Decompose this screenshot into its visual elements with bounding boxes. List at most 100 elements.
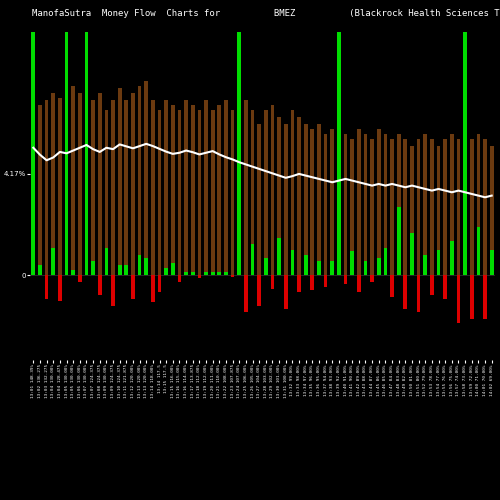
Bar [483, 275, 487, 319]
Bar [204, 100, 208, 275]
Bar [317, 124, 321, 275]
Bar [171, 105, 174, 275]
Bar [476, 134, 480, 275]
Bar [364, 262, 368, 275]
Bar [370, 275, 374, 282]
Bar [45, 100, 48, 275]
Bar [377, 258, 380, 275]
Bar [131, 275, 135, 299]
Bar [64, 32, 68, 275]
Bar [238, 32, 241, 275]
Bar [218, 105, 221, 275]
Bar [138, 254, 141, 275]
Bar [444, 139, 447, 275]
Bar [370, 139, 374, 275]
Bar [344, 275, 347, 283]
Bar [218, 272, 221, 275]
Bar [191, 272, 194, 275]
Bar [191, 105, 194, 275]
Bar [290, 250, 294, 275]
Bar [464, 32, 467, 275]
Bar [92, 262, 95, 275]
Bar [92, 100, 95, 275]
Bar [278, 117, 281, 275]
Bar [450, 241, 454, 275]
Bar [436, 250, 440, 275]
Bar [304, 124, 308, 275]
Bar [124, 100, 128, 275]
Bar [231, 275, 234, 276]
Bar [278, 238, 281, 275]
Bar [138, 86, 141, 275]
Bar [337, 124, 340, 275]
Bar [456, 275, 460, 322]
Bar [324, 134, 328, 275]
Bar [250, 110, 254, 275]
Bar [310, 130, 314, 275]
Bar [258, 275, 261, 306]
Bar [238, 105, 241, 275]
Bar [78, 275, 82, 282]
Bar [304, 254, 308, 275]
Bar [410, 146, 414, 275]
Bar [297, 117, 301, 275]
Bar [171, 263, 174, 275]
Bar [231, 110, 234, 275]
Bar [284, 124, 288, 275]
Bar [264, 258, 268, 275]
Bar [397, 134, 400, 275]
Bar [450, 134, 454, 275]
Bar [72, 86, 75, 275]
Bar [424, 134, 427, 275]
Bar [72, 270, 75, 275]
Bar [98, 93, 102, 275]
Bar [224, 100, 228, 275]
Bar [98, 275, 102, 295]
Bar [38, 105, 42, 275]
Bar [390, 275, 394, 297]
Bar [430, 275, 434, 295]
Bar [58, 98, 61, 275]
Bar [52, 93, 55, 275]
Bar [410, 232, 414, 275]
Bar [350, 139, 354, 275]
Bar [470, 139, 474, 275]
Bar [158, 110, 162, 275]
Bar [357, 275, 360, 292]
Bar [178, 275, 182, 282]
Bar [52, 248, 55, 275]
Bar [32, 32, 35, 275]
Bar [290, 110, 294, 275]
Bar [118, 88, 122, 275]
Text: ManofaSutra  Money Flow  Charts for          BMEZ          (Blackrock Health Sci: ManofaSutra Money Flow Charts for BMEZ (… [32, 9, 500, 18]
Bar [430, 139, 434, 275]
Bar [483, 139, 487, 275]
Bar [350, 251, 354, 275]
Bar [158, 275, 162, 292]
Bar [64, 100, 68, 275]
Bar [258, 124, 261, 275]
Bar [297, 275, 301, 292]
Bar [184, 100, 188, 275]
Bar [404, 275, 407, 309]
Bar [38, 265, 42, 275]
Bar [390, 139, 394, 275]
Bar [464, 146, 467, 275]
Bar [164, 268, 168, 275]
Bar [264, 110, 268, 275]
Bar [58, 275, 61, 300]
Bar [131, 93, 135, 275]
Bar [111, 275, 115, 306]
Bar [270, 105, 274, 275]
Bar [84, 76, 88, 275]
Bar [397, 207, 400, 275]
Bar [470, 275, 474, 319]
Bar [490, 250, 494, 275]
Bar [317, 262, 321, 275]
Bar [364, 134, 368, 275]
Bar [244, 275, 248, 312]
Bar [436, 146, 440, 275]
Bar [118, 265, 122, 275]
Bar [490, 146, 494, 275]
Bar [456, 139, 460, 275]
